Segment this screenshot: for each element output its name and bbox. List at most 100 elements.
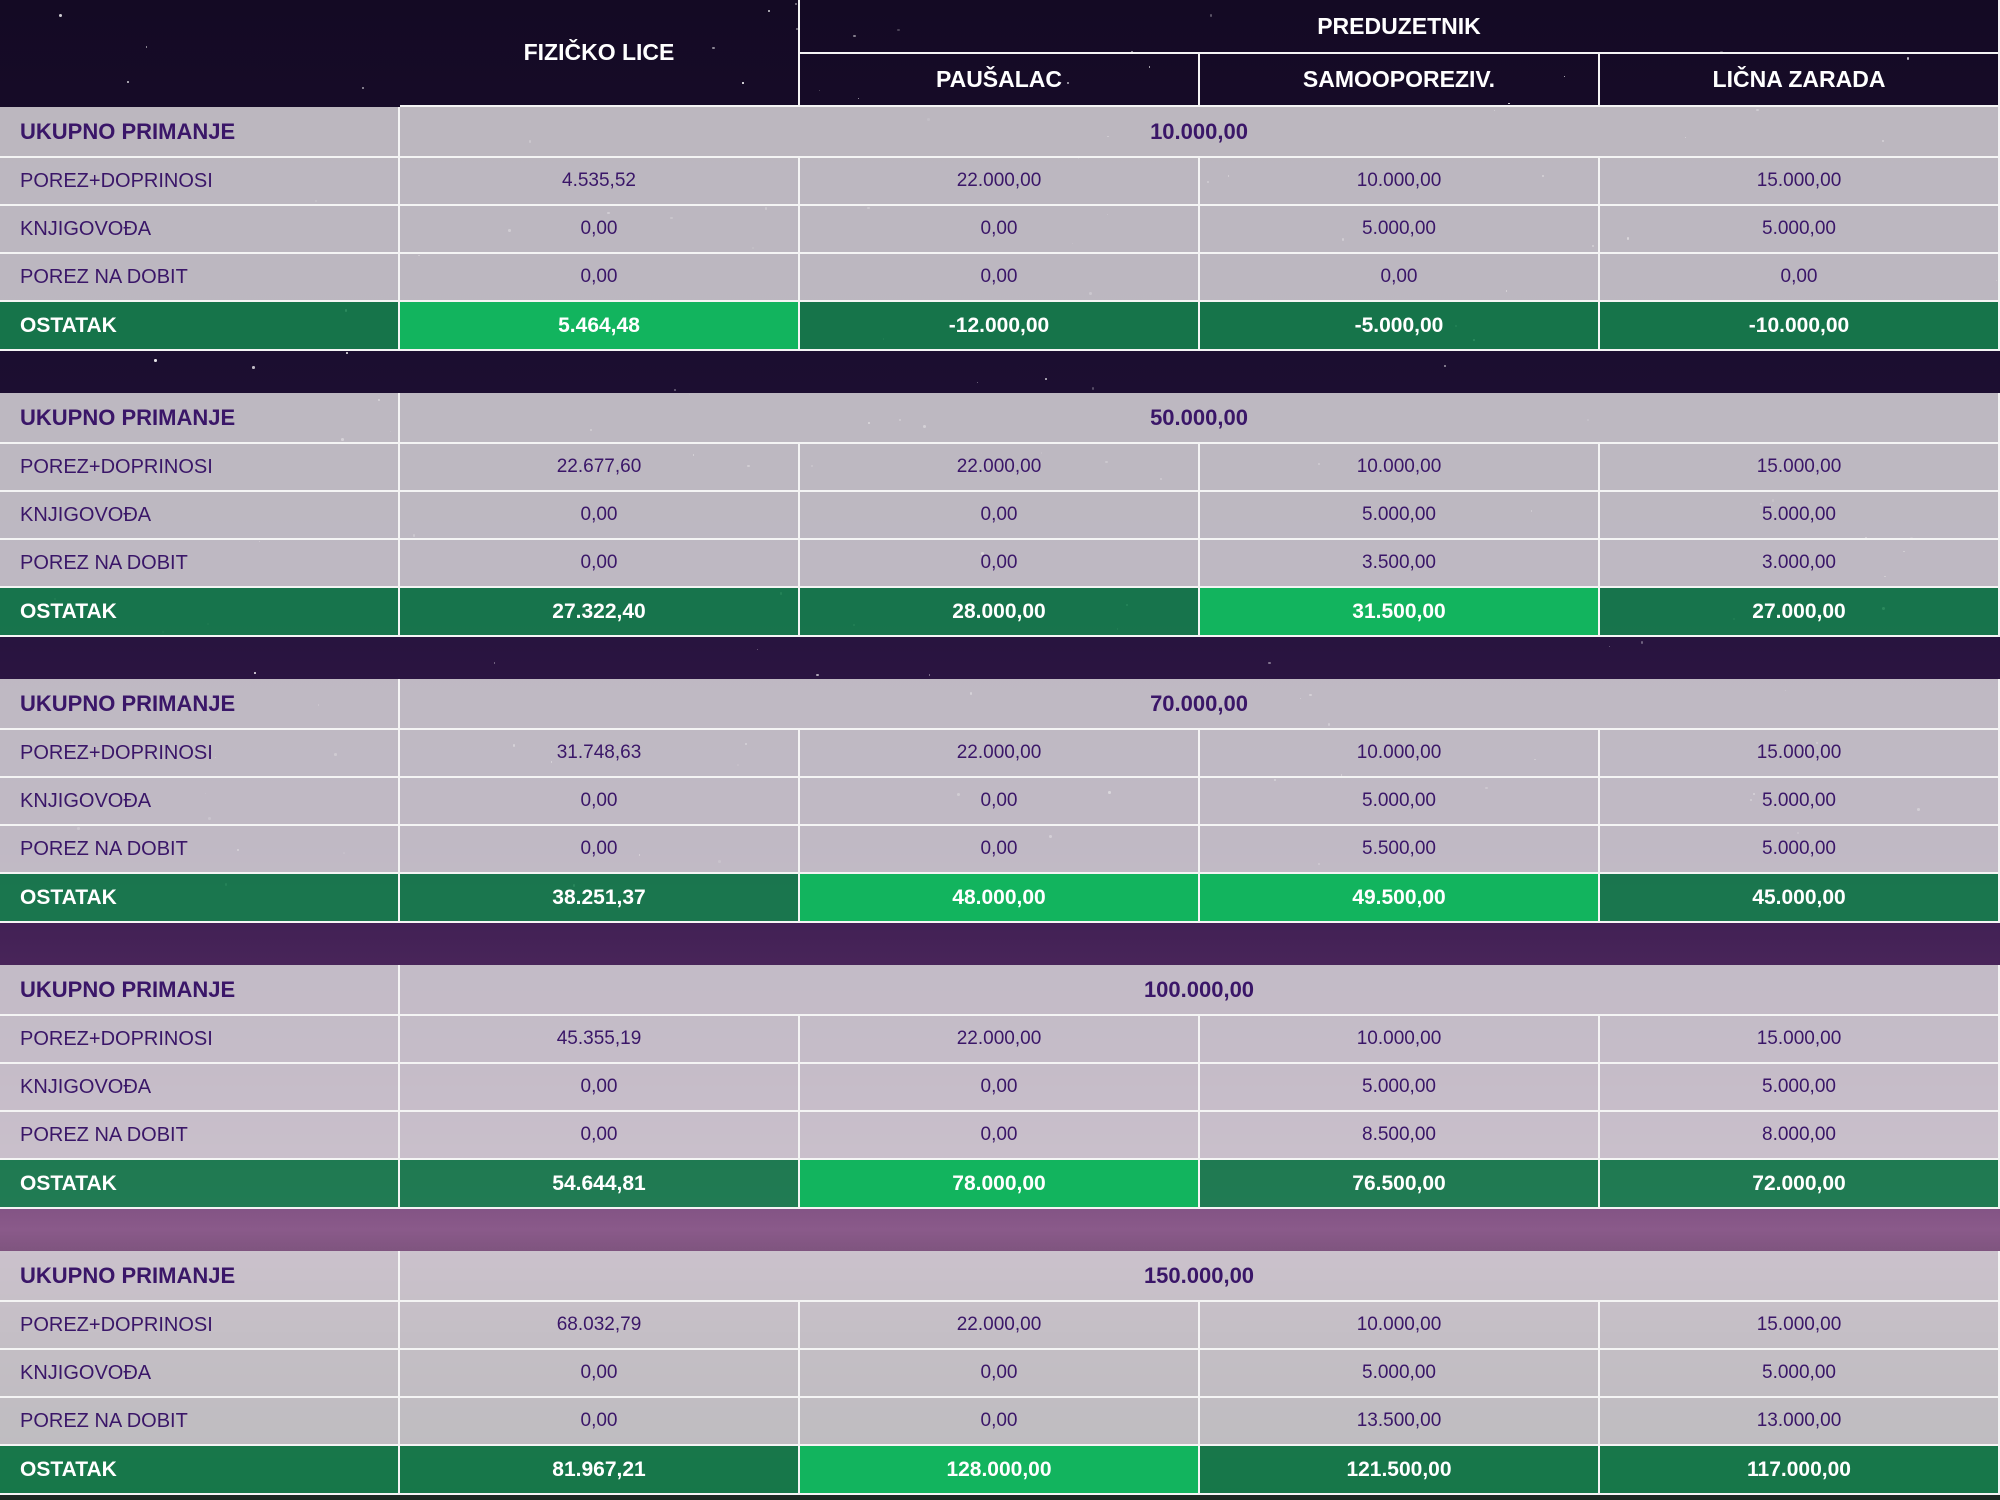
row-label: POREZ+DOPRINOSI xyxy=(0,1016,400,1064)
row-value: 0,00 xyxy=(400,778,800,826)
row-value: 5.000,00 xyxy=(1600,492,2000,540)
row-value: 0,00 xyxy=(400,254,800,302)
result-value: 76.500,00 xyxy=(1200,1160,1600,1209)
row-value: 0,00 xyxy=(800,254,1200,302)
row-value: 0,00 xyxy=(400,1350,800,1398)
total-value: 100.000,00 xyxy=(400,965,2000,1016)
row-value: 10.000,00 xyxy=(1200,1302,1600,1350)
row-value: 5.000,00 xyxy=(1600,1350,2000,1398)
star xyxy=(1045,378,1047,380)
result-label: OSTATAK xyxy=(0,1446,400,1495)
row-label: POREZ+DOPRINOSI xyxy=(0,1302,400,1350)
star xyxy=(59,14,62,17)
total-value: 70.000,00 xyxy=(400,679,2000,730)
star xyxy=(1268,662,1270,664)
row-value: 22.000,00 xyxy=(800,1016,1200,1064)
star xyxy=(1641,641,1643,643)
row-value: 22.000,00 xyxy=(800,730,1200,778)
row-label: KNJIGOVOĐA xyxy=(0,492,400,540)
row-value: 22.000,00 xyxy=(800,158,1200,206)
result-value: 117.000,00 xyxy=(1600,1446,2000,1495)
row-value: 22.000,00 xyxy=(800,444,1200,492)
star xyxy=(494,662,496,664)
row-value: 10.000,00 xyxy=(1200,1016,1600,1064)
row-value: 0,00 xyxy=(1600,254,2000,302)
row-value: 3.500,00 xyxy=(1200,540,1600,588)
row-value: 10.000,00 xyxy=(1200,158,1600,206)
total-value: 50.000,00 xyxy=(400,393,2000,444)
row-value: 0,00 xyxy=(800,492,1200,540)
result-value: 27.322,40 xyxy=(400,588,800,637)
row-value: 13.000,00 xyxy=(1600,1398,2000,1446)
row-value: 0,00 xyxy=(800,1064,1200,1112)
total-value: 10.000,00 xyxy=(400,107,2000,158)
result-value: 49.500,00 xyxy=(1200,874,1600,923)
result-value: 81.967,21 xyxy=(400,1446,800,1495)
star xyxy=(1444,365,1446,367)
total-value: 150.000,00 xyxy=(400,1251,2000,1302)
row-value: 0,00 xyxy=(400,1398,800,1446)
result-label: OSTATAK xyxy=(0,874,400,923)
row-value: 5.000,00 xyxy=(1200,492,1600,540)
result-value: -12.000,00 xyxy=(800,302,1200,351)
row-value: 5.500,00 xyxy=(1200,826,1600,874)
row-value: 5.000,00 xyxy=(1200,778,1600,826)
row-label: POREZ+DOPRINOSI xyxy=(0,158,400,206)
row-value: 0,00 xyxy=(800,826,1200,874)
star xyxy=(757,649,758,650)
row-value: 4.535,52 xyxy=(400,158,800,206)
result-value: 45.000,00 xyxy=(1600,874,2000,923)
row-value: 15.000,00 xyxy=(1600,730,2000,778)
row-value: 5.000,00 xyxy=(1200,1064,1600,1112)
row-label: KNJIGOVOĐA xyxy=(0,1350,400,1398)
total-label: UKUPNO PRIMANJE xyxy=(0,107,400,158)
row-value: 5.000,00 xyxy=(1600,826,2000,874)
row-value: 5.000,00 xyxy=(1200,1350,1600,1398)
row-label: KNJIGOVOĐA xyxy=(0,778,400,826)
row-value: 22.677,60 xyxy=(400,444,800,492)
row-value: 0,00 xyxy=(1200,254,1600,302)
total-label: UKUPNO PRIMANJE xyxy=(0,965,400,1016)
header-column: LIČNA ZARADA xyxy=(1600,54,2000,107)
star xyxy=(1092,387,1095,390)
row-value: 0,00 xyxy=(800,778,1200,826)
star xyxy=(146,46,148,48)
result-value: -10.000,00 xyxy=(1600,302,2000,351)
star xyxy=(816,674,818,676)
result-value: -5.000,00 xyxy=(1200,302,1600,351)
header-individual: FIZIČKO LICE xyxy=(400,0,800,107)
row-value: 8.000,00 xyxy=(1600,1112,2000,1160)
row-label: POREZ NA DOBIT xyxy=(0,254,400,302)
row-value: 0,00 xyxy=(800,1350,1200,1398)
row-label: POREZ+DOPRINOSI xyxy=(0,444,400,492)
row-value: 0,00 xyxy=(400,1064,800,1112)
row-value: 5.000,00 xyxy=(1600,206,2000,254)
result-value: 31.500,00 xyxy=(1200,588,1600,637)
row-value: 0,00 xyxy=(800,540,1200,588)
result-value: 27.000,00 xyxy=(1600,588,2000,637)
header-column: SAMOOPOREZIV. xyxy=(1200,54,1600,107)
row-value: 0,00 xyxy=(400,206,800,254)
result-value: 72.000,00 xyxy=(1600,1160,2000,1209)
result-value: 28.000,00 xyxy=(800,588,1200,637)
header-entrepreneur: PREDUZETNIK xyxy=(800,0,2000,54)
star xyxy=(254,672,256,674)
row-label: KNJIGOVOĐA xyxy=(0,1064,400,1112)
result-value: 121.500,00 xyxy=(1200,1446,1600,1495)
total-label: UKUPNO PRIMANJE xyxy=(0,1251,400,1302)
star xyxy=(252,366,255,369)
result-value: 38.251,37 xyxy=(400,874,800,923)
row-value: 5.000,00 xyxy=(1200,206,1600,254)
result-label: OSTATAK xyxy=(0,302,400,351)
star xyxy=(154,359,157,362)
row-value: 31.748,63 xyxy=(400,730,800,778)
row-value: 13.500,00 xyxy=(1200,1398,1600,1446)
row-value: 45.355,19 xyxy=(400,1016,800,1064)
total-label: UKUPNO PRIMANJE xyxy=(0,393,400,444)
total-label: UKUPNO PRIMANJE xyxy=(0,679,400,730)
row-value: 10.000,00 xyxy=(1200,730,1600,778)
result-value: 128.000,00 xyxy=(800,1446,1200,1495)
row-label: POREZ NA DOBIT xyxy=(0,1398,400,1446)
row-value: 15.000,00 xyxy=(1600,158,2000,206)
